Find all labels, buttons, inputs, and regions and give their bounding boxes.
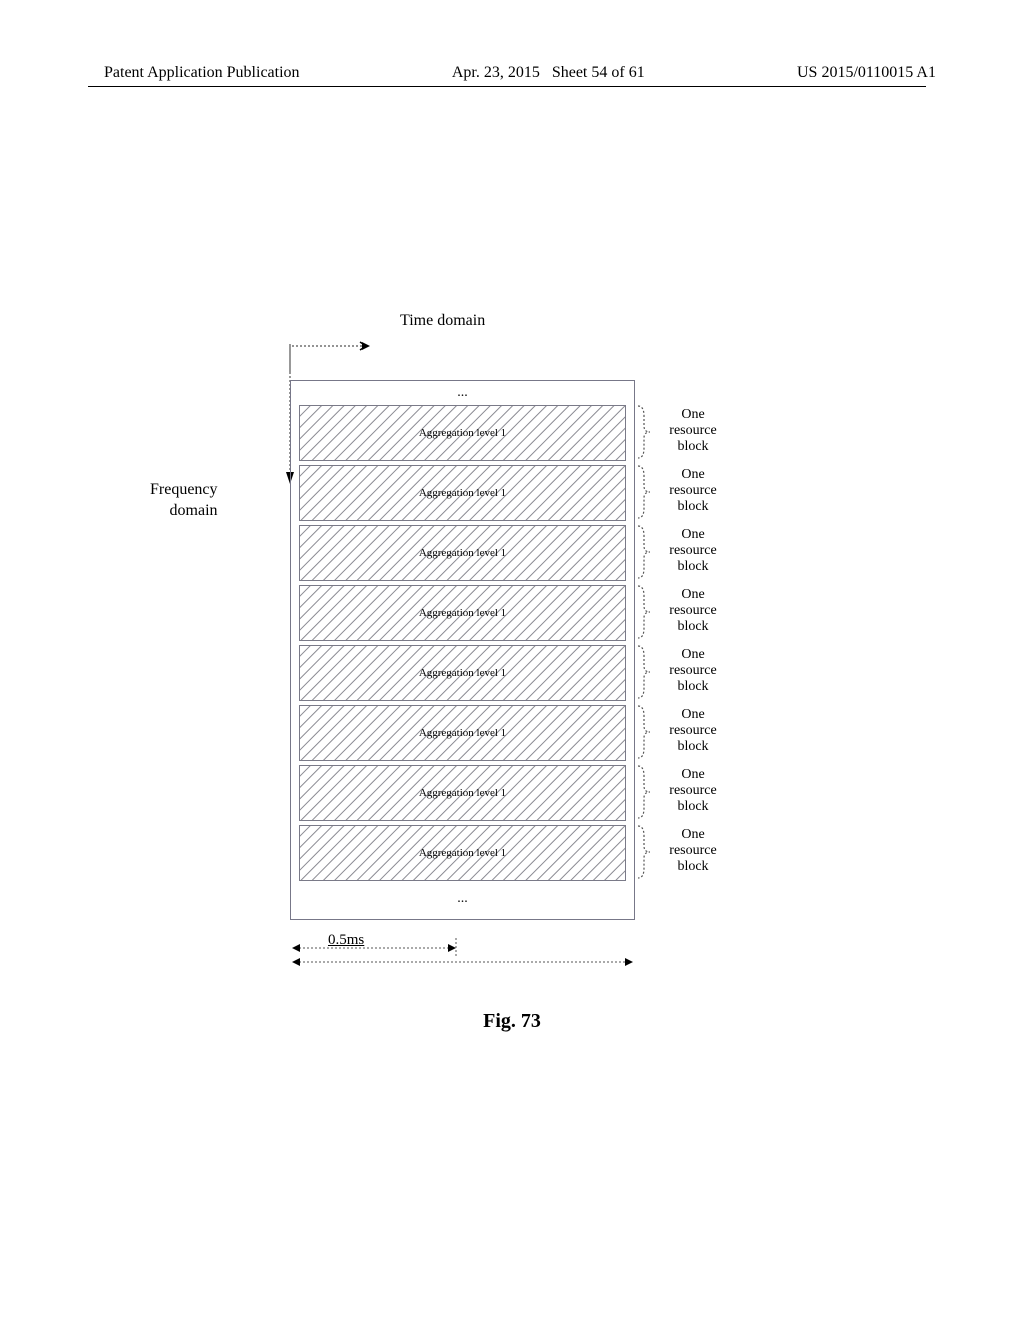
annot-line: resource (669, 723, 716, 738)
annot-line: block (677, 619, 708, 634)
resource-block-annotation: Oneresourceblock (648, 467, 738, 515)
annot-line: One (681, 407, 704, 422)
annot-line: One (681, 707, 704, 722)
header-left: Patent Application Publication (104, 64, 300, 82)
block-label: Aggregation level 1 (419, 787, 506, 799)
resource-block-annotation: Oneresourceblock (648, 827, 738, 875)
annot-line: block (677, 859, 708, 874)
annot-line: block (677, 559, 708, 574)
annot-line: resource (669, 663, 716, 678)
annot-line: One (681, 587, 704, 602)
resource-block: Aggregation level 1 (299, 645, 626, 701)
block-label: Aggregation level 1 (419, 487, 506, 499)
block-label: Aggregation level 1 (419, 667, 506, 679)
block-label: Aggregation level 1 (419, 847, 506, 859)
header-pubno: US 2015/0110015 A1 (797, 64, 936, 82)
annot-line: resource (669, 543, 716, 558)
header-sheet: Sheet 54 of 61 (552, 64, 645, 81)
resource-block: Aggregation level 1 (299, 705, 626, 761)
annot-line: block (677, 799, 708, 814)
block-label: Aggregation level 1 (419, 547, 506, 559)
time-span-arrows (290, 930, 635, 970)
resource-block: Aggregation level 1 (299, 585, 626, 641)
resource-block-annotation: Oneresourceblock (648, 527, 738, 575)
annot-line: block (677, 739, 708, 754)
annot-line: One (681, 827, 704, 842)
page-header: Patent Application Publication Apr. 23, … (0, 64, 1024, 82)
annot-line: One (681, 767, 704, 782)
ellipsis-bottom: ... (291, 885, 634, 913)
annot-line: block (677, 439, 708, 454)
annot-line: block (677, 499, 708, 514)
resource-block: Aggregation level 1 (299, 825, 626, 881)
freq-label-line1: Frequency (150, 481, 218, 498)
annot-line: resource (669, 783, 716, 798)
annot-line: One (681, 527, 704, 542)
annot-line: One (681, 647, 704, 662)
ellipsis-top: ... (291, 381, 634, 405)
annot-line: resource (669, 423, 716, 438)
resource-block-annotation: Oneresourceblock (648, 587, 738, 635)
header-rule (88, 86, 926, 87)
resource-grid-frame: ... Aggregation level 1 Aggregation leve… (290, 380, 635, 920)
resource-block: Aggregation level 1 (299, 465, 626, 521)
resource-block-annotation: Oneresourceblock (648, 407, 738, 455)
annot-line: One (681, 467, 704, 482)
time-domain-label: Time domain (400, 312, 485, 330)
annot-line: block (677, 679, 708, 694)
resource-block-annotation: Oneresourceblock (648, 767, 738, 815)
resource-block: Aggregation level 1 (299, 525, 626, 581)
annot-line: resource (669, 843, 716, 858)
resource-block: Aggregation level 1 (299, 765, 626, 821)
annot-line: resource (669, 483, 716, 498)
freq-label-line2: domain (170, 502, 218, 519)
resource-block-annotation: Oneresourceblock (648, 707, 738, 755)
annot-line: resource (669, 603, 716, 618)
blocks-container: Aggregation level 1 Aggregation level 1 … (291, 405, 634, 881)
block-label: Aggregation level 1 (419, 727, 506, 739)
block-label: Aggregation level 1 (419, 607, 506, 619)
frequency-domain-label: Frequency domain (150, 480, 218, 522)
resource-block-annotation: Oneresourceblock (648, 647, 738, 695)
block-label: Aggregation level 1 (419, 427, 506, 439)
figure-caption: Fig. 73 (0, 1010, 1024, 1033)
header-date: Apr. 23, 2015 (452, 64, 540, 81)
resource-block: Aggregation level 1 (299, 405, 626, 461)
